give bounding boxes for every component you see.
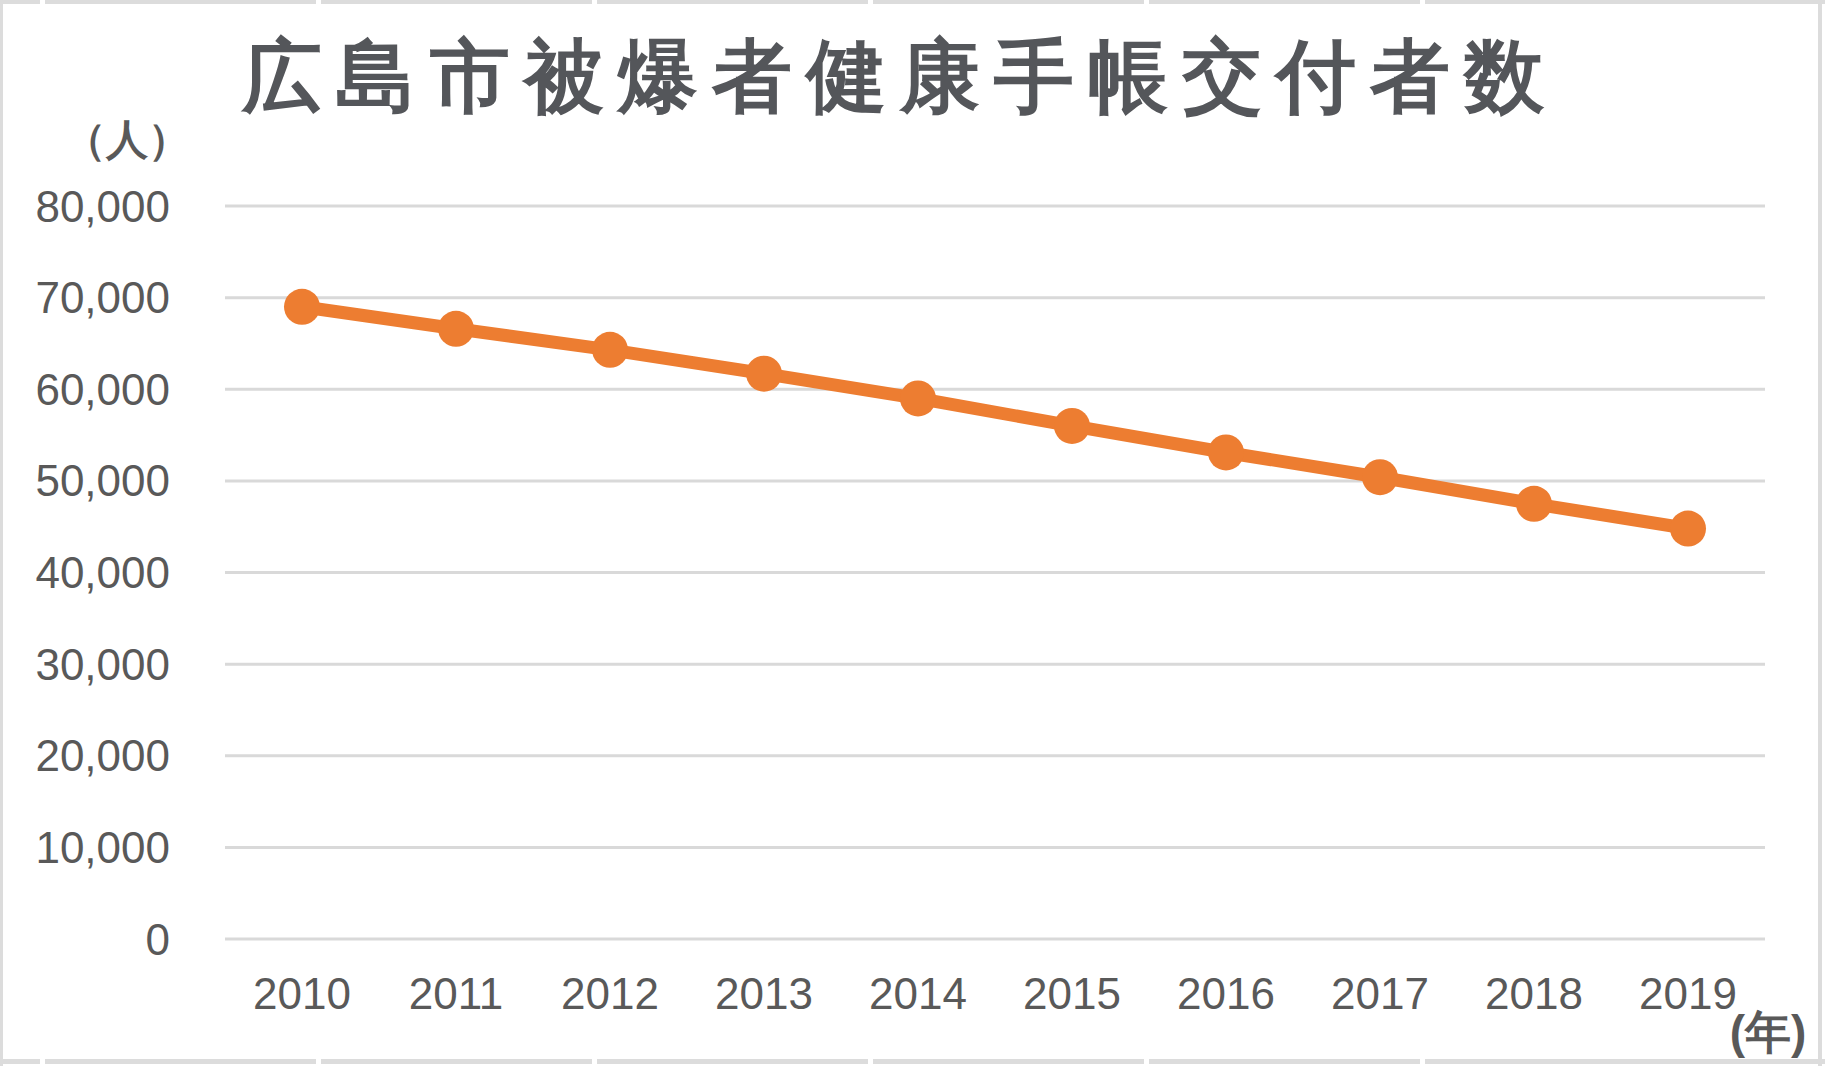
data-point-marker bbox=[1054, 408, 1090, 444]
data-point-marker bbox=[284, 289, 320, 325]
x-tick-label: 2013 bbox=[715, 969, 813, 1018]
y-tick-label: 20,000 bbox=[35, 731, 170, 780]
data-point-marker bbox=[438, 311, 474, 347]
x-tick-label: 2015 bbox=[1023, 969, 1121, 1018]
data-point-marker bbox=[1670, 511, 1706, 547]
y-tick-label: 60,000 bbox=[35, 365, 170, 414]
data-point-marker bbox=[900, 380, 936, 416]
x-tick-label: 2014 bbox=[869, 969, 967, 1018]
x-tick-label: 2016 bbox=[1177, 969, 1275, 1018]
x-tick-label: 2010 bbox=[253, 969, 351, 1018]
x-tick-label: 2019 bbox=[1639, 969, 1737, 1018]
line-chart-plot: 0 10,000 20,000 30,000 40,000 50,000 60,000 70,… bbox=[0, 0, 1825, 1066]
x-tick-label: 2011 bbox=[409, 969, 504, 1018]
data-point-marker bbox=[592, 332, 628, 368]
data-point-marker bbox=[1208, 434, 1244, 470]
y-tick-label: 0 bbox=[146, 915, 170, 964]
y-tick-label: 40,000 bbox=[35, 548, 170, 597]
x-tick-label: 2012 bbox=[561, 969, 659, 1018]
x-tick-label: 2018 bbox=[1485, 969, 1583, 1018]
y-tick-label: 70,000 bbox=[35, 273, 170, 322]
y-tick-label: 50,000 bbox=[35, 456, 170, 505]
y-tick-label: 30,000 bbox=[35, 640, 170, 689]
chart-container: 広島市被爆者健康手帳交付者数 （人） (年) 010,00020,00030,0… bbox=[0, 0, 1825, 1066]
data-point-marker bbox=[1362, 459, 1398, 495]
data-point-marker bbox=[746, 356, 782, 392]
y-tick-label: 80,000 bbox=[35, 182, 170, 231]
data-point-marker bbox=[1516, 486, 1552, 522]
data-line bbox=[302, 307, 1688, 529]
y-tick-label: 10,000 bbox=[35, 823, 170, 872]
x-tick-label: 2017 bbox=[1331, 969, 1429, 1018]
